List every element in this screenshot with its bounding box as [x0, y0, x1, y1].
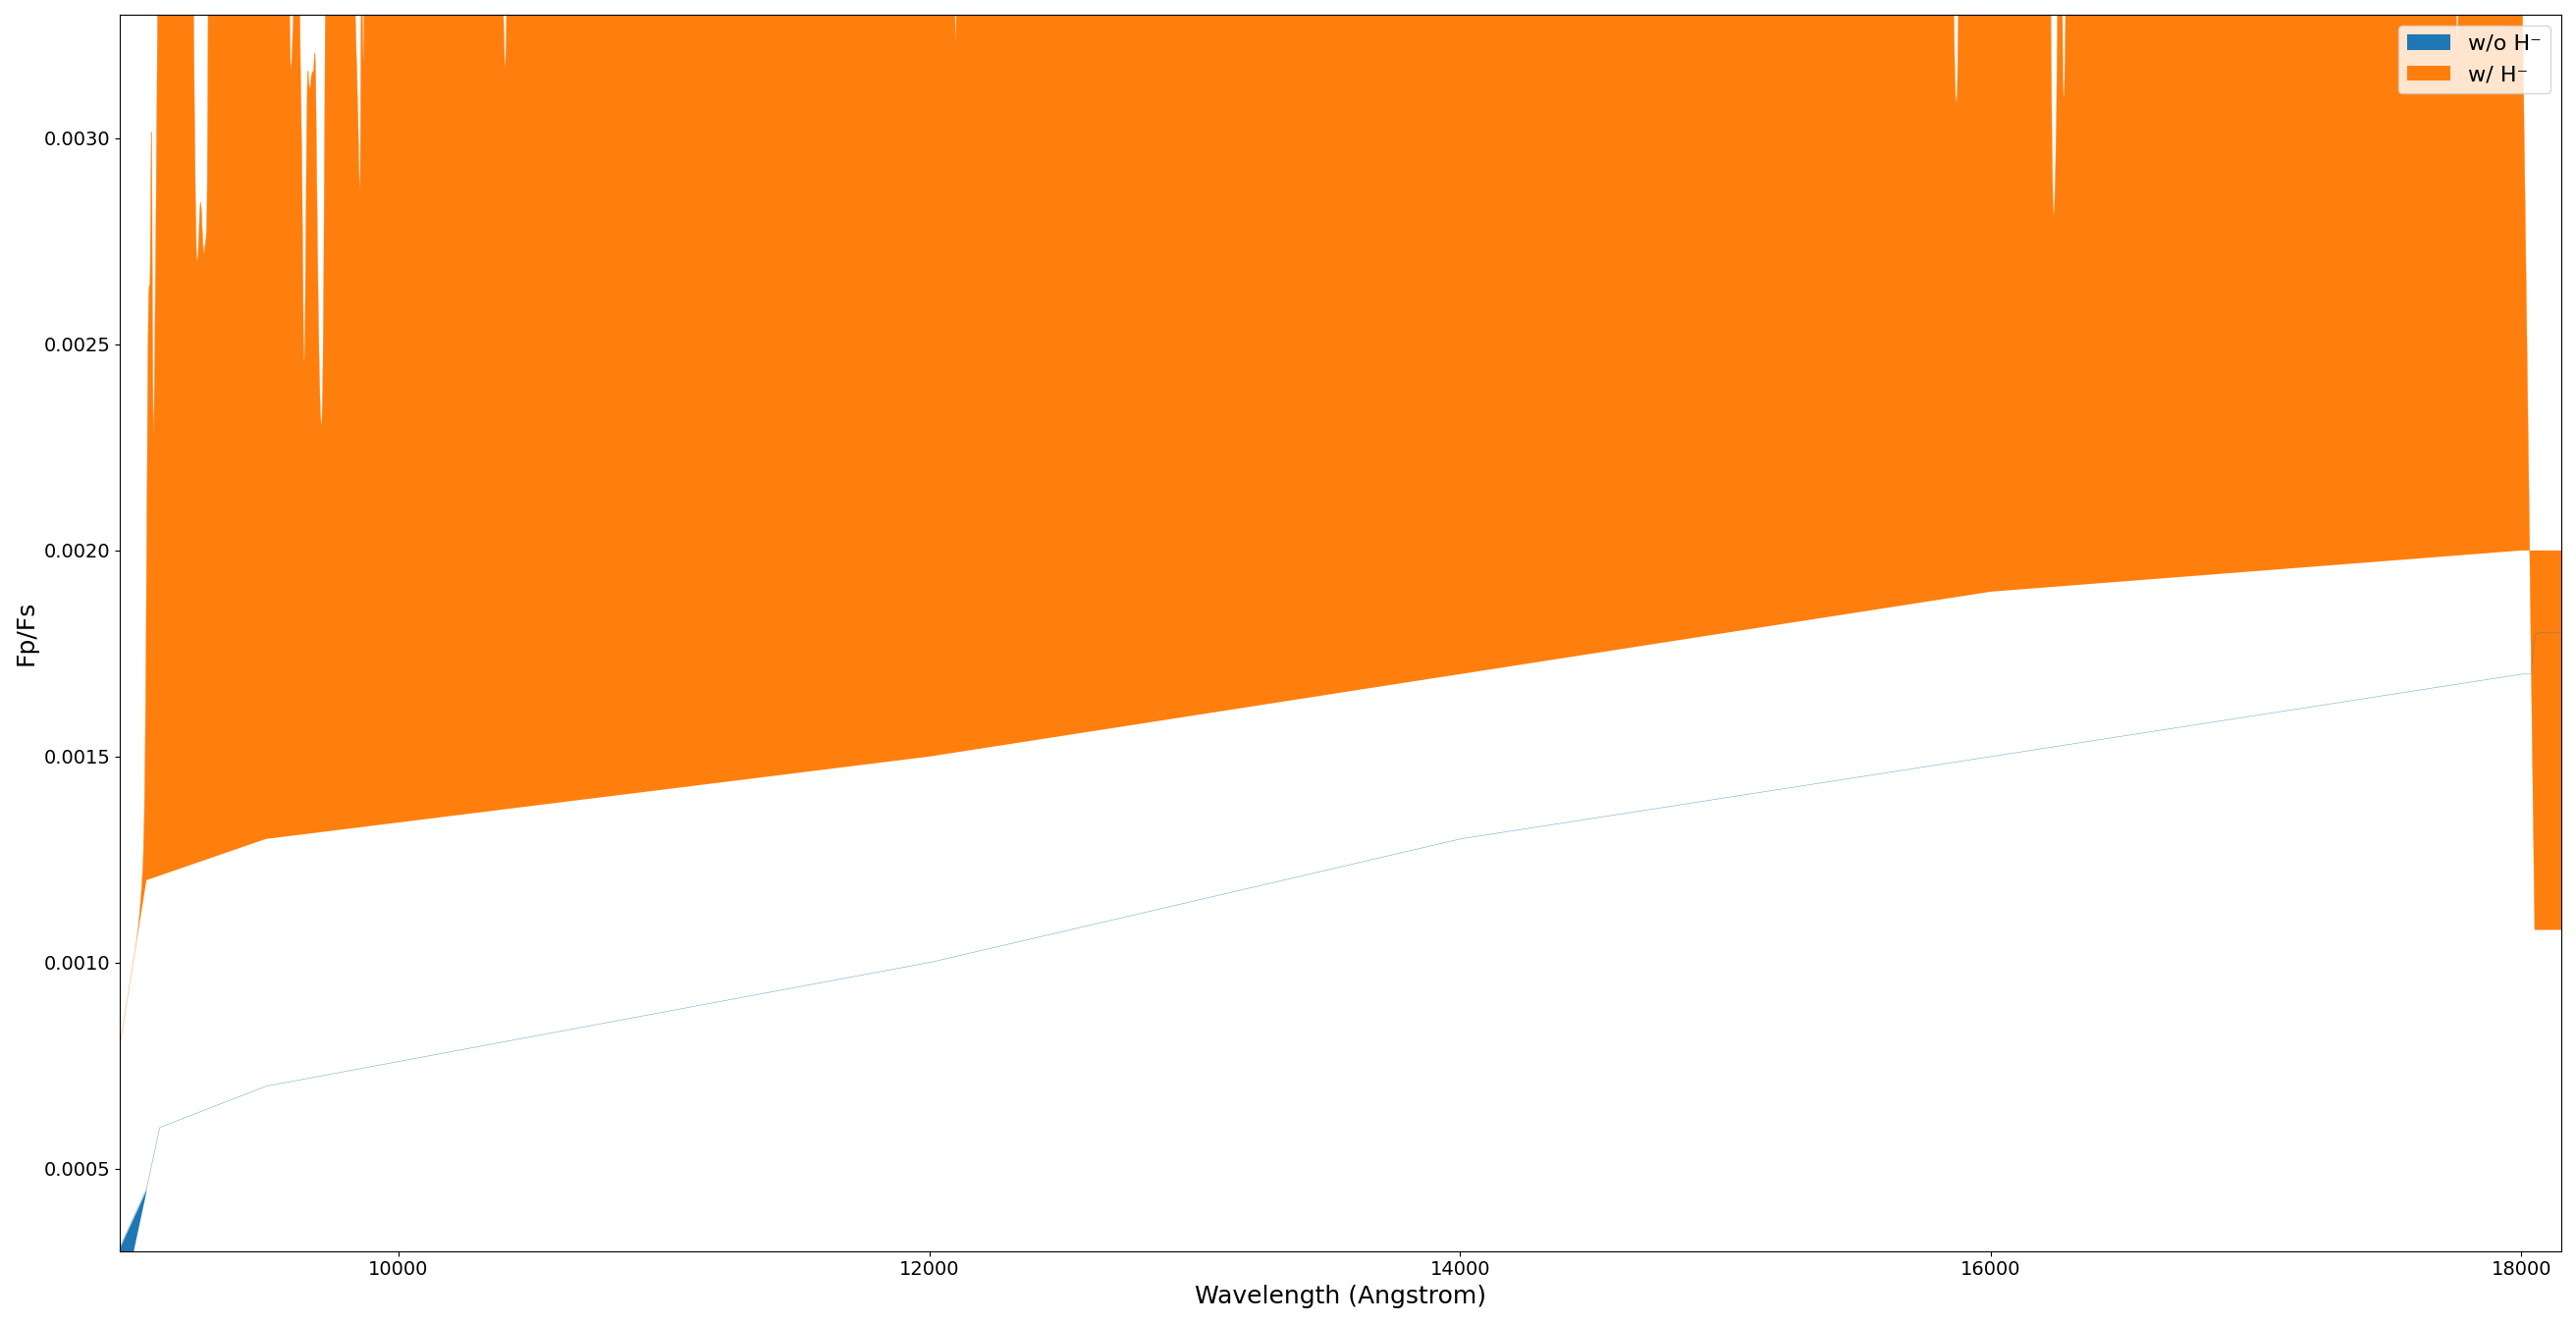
Y-axis label: Fp/Fs: Fp/Fs — [15, 601, 39, 665]
Legend: w/o H⁻, w/ H⁻: w/o H⁻, w/ H⁻ — [2398, 25, 2550, 93]
X-axis label: Wavelength (Angstrom): Wavelength (Angstrom) — [1195, 1285, 1486, 1308]
